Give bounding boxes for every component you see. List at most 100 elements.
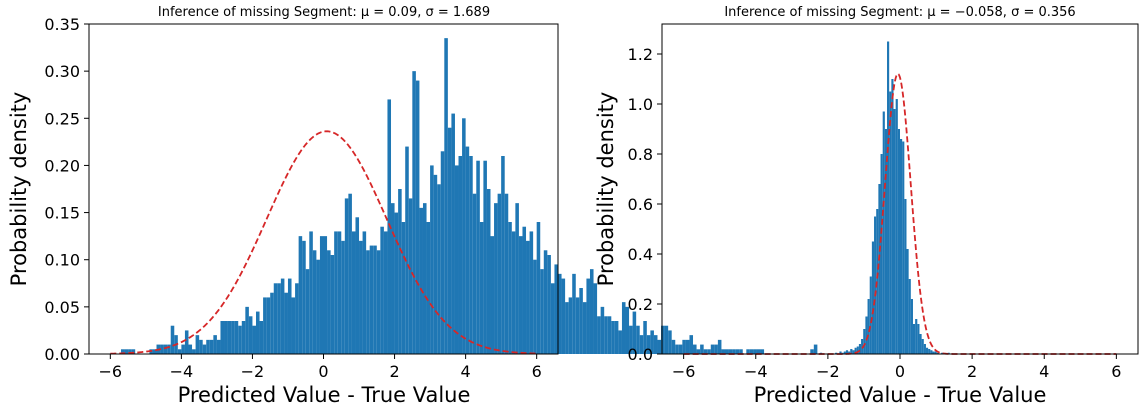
y-tick-label: 0.20 bbox=[44, 156, 80, 175]
histogram-bar bbox=[202, 344, 207, 354]
histogram-bar bbox=[209, 339, 214, 354]
histogram-bar bbox=[334, 231, 338, 354]
histogram-bar bbox=[874, 216, 877, 354]
histogram-bar bbox=[717, 339, 722, 354]
histogram-bar bbox=[248, 316, 253, 354]
histogram-bar bbox=[891, 79, 894, 354]
x-tick-label: 6 bbox=[1111, 362, 1121, 381]
histogram-bar bbox=[589, 269, 594, 354]
histogram-bar bbox=[664, 325, 669, 354]
histogram-bar bbox=[419, 207, 423, 354]
histogram-bar bbox=[472, 193, 477, 354]
histogram-bar bbox=[536, 222, 541, 354]
histogram-bar bbox=[558, 273, 562, 354]
histogram-bar bbox=[696, 349, 701, 354]
x-tick-label: −4 bbox=[170, 362, 194, 381]
histogram-bar bbox=[889, 91, 892, 354]
histogram-bar bbox=[170, 325, 175, 354]
histogram-bar bbox=[383, 231, 388, 354]
histogram-bar bbox=[636, 325, 640, 354]
histogram-bar bbox=[689, 335, 694, 354]
y-tick-label: 0.10 bbox=[44, 251, 80, 270]
y-tick-label: 0.35 bbox=[44, 15, 80, 34]
histogram-bar bbox=[483, 160, 487, 354]
histogram-bar bbox=[710, 344, 715, 354]
histogram-bar bbox=[621, 302, 626, 354]
histogram-bar bbox=[678, 344, 683, 354]
histogram-bar bbox=[760, 349, 765, 354]
histogram-bar bbox=[632, 311, 637, 354]
x-tick-label: 0 bbox=[895, 362, 905, 381]
histogram-bar bbox=[391, 203, 395, 354]
histogram-bar bbox=[841, 352, 844, 354]
histogram-bar bbox=[728, 349, 733, 354]
histogram-bar bbox=[618, 330, 622, 354]
histogram-bar bbox=[897, 129, 900, 354]
histogram-bar bbox=[234, 321, 239, 354]
histogram-bar bbox=[188, 344, 193, 354]
histogram-bar bbox=[398, 189, 402, 354]
histogram-bar bbox=[906, 249, 909, 354]
right-histogram-bars bbox=[813, 41, 950, 354]
histogram-bar bbox=[936, 352, 939, 354]
histogram-bar bbox=[284, 292, 288, 354]
histogram-bar bbox=[199, 339, 203, 354]
x-tick-label: 4 bbox=[1039, 362, 1049, 381]
histogram-bar bbox=[160, 344, 164, 354]
histogram-bar bbox=[270, 292, 274, 354]
histogram-bar bbox=[867, 299, 870, 354]
histogram-bar bbox=[415, 80, 420, 355]
histogram-bar bbox=[195, 335, 200, 354]
histogram-bar bbox=[287, 278, 292, 354]
histogram-bar bbox=[444, 38, 448, 355]
histogram-bar bbox=[451, 113, 455, 354]
histogram-bar bbox=[919, 334, 922, 354]
histogram-bar bbox=[934, 351, 937, 354]
left-x-ticks: −6 −4 −2 0 2 4 6 bbox=[99, 354, 542, 381]
x-tick-label: 0 bbox=[318, 362, 328, 381]
histogram-bar bbox=[848, 351, 851, 354]
left-y-ticks: 0.00 0.05 0.10 0.15 0.20 0.25 0.30 0.35 bbox=[44, 15, 89, 364]
x-tick-label: −2 bbox=[241, 362, 265, 381]
histogram-bar bbox=[227, 321, 232, 354]
histogram-bar bbox=[646, 335, 651, 354]
y-tick-label: 0.15 bbox=[44, 204, 80, 223]
histogram-bar bbox=[732, 349, 736, 354]
histogram-bar bbox=[330, 255, 335, 354]
histogram-bar bbox=[856, 346, 859, 354]
histogram-bar bbox=[865, 316, 868, 354]
histogram-bar bbox=[533, 259, 537, 354]
histogram-bar bbox=[344, 198, 349, 354]
histogram-bar bbox=[735, 349, 740, 354]
histogram-bar bbox=[887, 41, 890, 354]
histogram-bar bbox=[184, 330, 189, 354]
histogram-bar bbox=[912, 324, 916, 354]
histogram-bar bbox=[508, 222, 512, 354]
histogram-bar bbox=[607, 316, 612, 354]
histogram-bar bbox=[904, 199, 907, 354]
right-panel: Inference of missing Segment: μ = −0.058… bbox=[594, 5, 1139, 407]
histogram-bar bbox=[359, 240, 363, 354]
histogram-bar bbox=[854, 347, 857, 354]
histogram-bar bbox=[880, 154, 883, 354]
histogram-bar bbox=[494, 203, 498, 354]
histogram-bar bbox=[280, 278, 285, 354]
histogram-bar bbox=[348, 193, 352, 354]
histogram-bar bbox=[131, 349, 136, 354]
histogram-bar bbox=[554, 264, 558, 354]
y-tick-label: 0.4 bbox=[628, 245, 653, 264]
histogram-bar bbox=[884, 129, 888, 354]
histogram-bar bbox=[910, 299, 913, 354]
histogram-bar bbox=[629, 325, 633, 354]
histogram-bar bbox=[661, 325, 665, 354]
histogram-bar bbox=[685, 339, 690, 354]
histogram-bar bbox=[366, 250, 370, 354]
histogram-bar bbox=[923, 344, 926, 354]
histogram-bar bbox=[312, 250, 317, 354]
histogram-bar bbox=[128, 349, 132, 354]
histogram-bar bbox=[422, 203, 427, 354]
y-tick-label: 0.30 bbox=[44, 62, 80, 81]
histogram-bar bbox=[337, 231, 342, 354]
histogram-bar bbox=[908, 279, 911, 354]
